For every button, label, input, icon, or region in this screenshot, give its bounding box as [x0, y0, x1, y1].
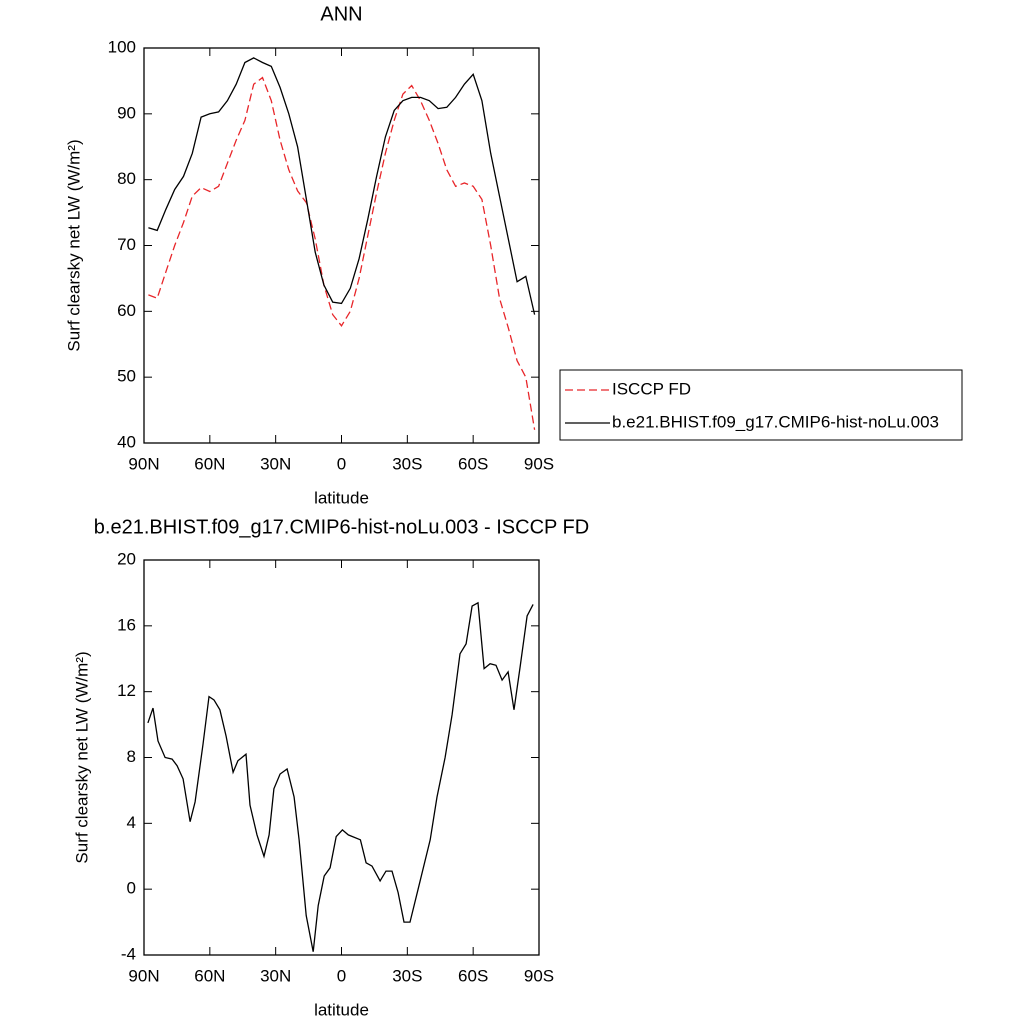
x-tick-label: 90N — [128, 966, 159, 985]
x-tick-label: 60N — [194, 454, 225, 473]
x-tick-label: 0 — [337, 454, 346, 473]
plot-frame — [143, 47, 540, 444]
x-axis-label: latitude — [314, 488, 369, 507]
data-line — [147, 601, 534, 952]
y-tick-label: 12 — [117, 681, 136, 700]
y-tick-label: 100 — [108, 37, 136, 56]
x-tick-label: 90N — [128, 454, 159, 473]
chart-title: b.e21.BHIST.f09_g17.CMIP6-hist-noLu.003 … — [94, 516, 589, 538]
y-tick-label: 80 — [117, 169, 136, 188]
data-line — [148, 76, 536, 430]
x-tick-label: 30N — [260, 454, 291, 473]
legend-box — [559, 369, 963, 441]
y-tick-label: -4 — [121, 944, 136, 963]
y-tick-label: 8 — [127, 747, 136, 766]
y-tick-label: 4 — [127, 813, 136, 832]
y-tick-label: 0 — [127, 879, 136, 898]
x-tick-label: 60S — [458, 454, 488, 473]
x-tick-label: 30N — [260, 966, 291, 985]
y-tick-label: 70 — [117, 235, 136, 254]
x-tick-label: 90S — [524, 966, 554, 985]
y-tick-label: 16 — [117, 615, 136, 634]
data-line — [148, 57, 536, 315]
x-tick-label: 60N — [194, 966, 225, 985]
x-tick-label: 90S — [524, 454, 554, 473]
x-tick-label: 0 — [337, 966, 346, 985]
x-tick-label: 60S — [458, 966, 488, 985]
plot: b.e21.BHIST.f09_g17.CMIP6-hist-noLu.003 … — [72, 516, 589, 1019]
y-axis-label: Surf clearsky net LW (W/m²) — [64, 139, 83, 351]
x-tick-label: 30S — [392, 454, 422, 473]
y-tick-label: 50 — [117, 367, 136, 386]
x-axis-label: latitude — [314, 1000, 369, 1019]
legend: ISCCP FD b.e21.BHIST.f09_g17.CMIP6-hist-n… — [559, 369, 963, 441]
y-tick-label: 20 — [117, 549, 136, 568]
legend-label: b.e21.BHIST.f09_g17.CMIP6-hist-noLu.003 — [612, 412, 939, 431]
plot: ANN latitude Surf clearsky net LW (W/m²) 40… — [64, 3, 963, 507]
chart-title: ANN — [320, 3, 362, 25]
plot-frame — [143, 559, 540, 956]
y-tick-label: 60 — [117, 301, 136, 320]
y-axis-label: Surf clearsky net LW (W/m²) — [72, 651, 91, 863]
y-tick-label: 40 — [117, 432, 136, 451]
x-tick-label: 30S — [392, 966, 422, 985]
y-tick-label: 90 — [117, 103, 136, 122]
legend-label: ISCCP FD — [612, 379, 691, 398]
